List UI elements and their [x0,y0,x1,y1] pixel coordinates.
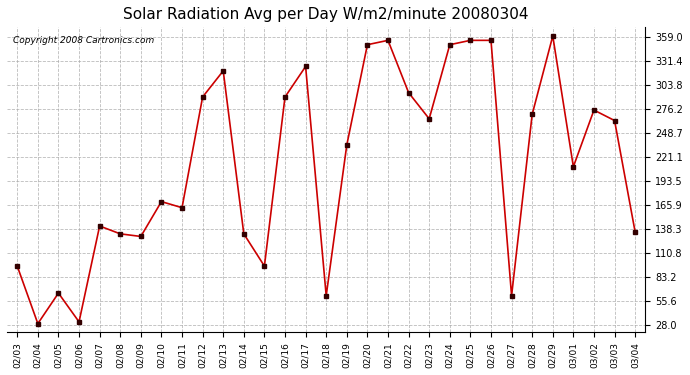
Title: Solar Radiation Avg per Day W/m2/minute 20080304: Solar Radiation Avg per Day W/m2/minute … [124,7,529,22]
Text: Copyright 2008 Cartronics.com: Copyright 2008 Cartronics.com [13,36,155,45]
